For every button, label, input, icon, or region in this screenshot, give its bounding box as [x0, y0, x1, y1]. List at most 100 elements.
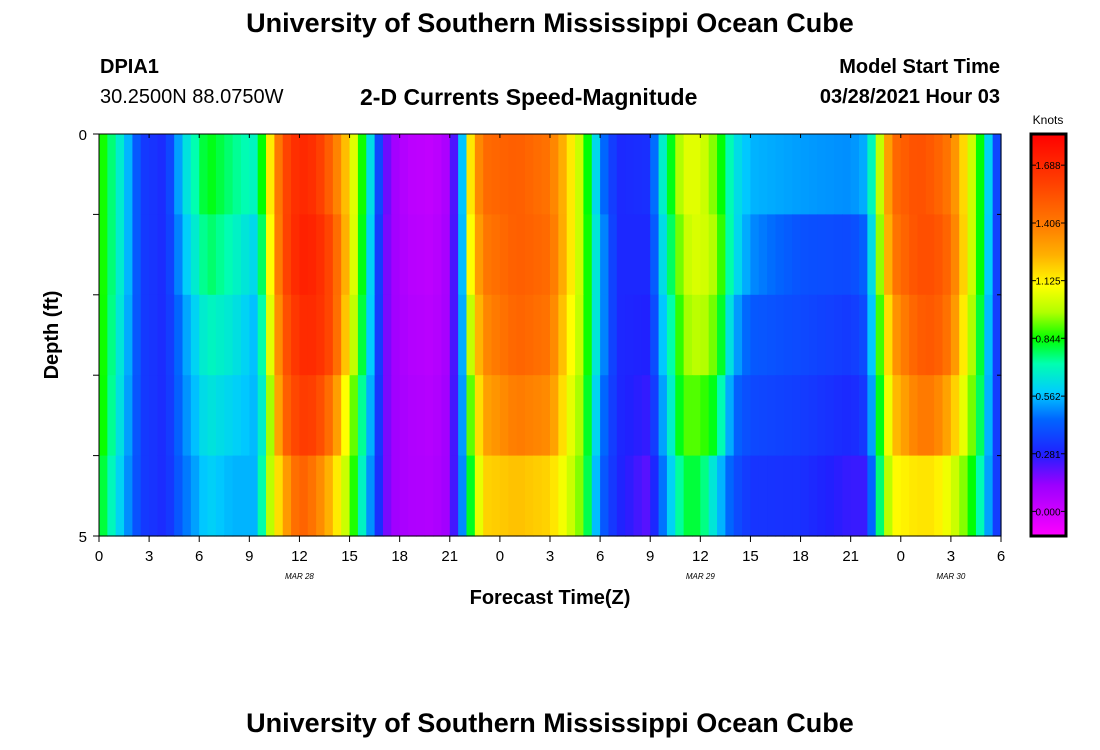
x-tick-label: 9 [245, 548, 253, 565]
x-tick-label: 3 [145, 548, 153, 565]
heatmap-cell [291, 294, 301, 376]
colorbar-tick-label: 0.000 [1035, 507, 1060, 518]
heatmap-cell [591, 134, 601, 215]
heatmap-cell [641, 214, 651, 296]
heatmap-cell [917, 455, 927, 537]
heatmap-cell [357, 375, 367, 457]
heatmap-cell [316, 214, 326, 296]
heatmap-cell [232, 294, 242, 376]
heatmap-cell [508, 294, 518, 376]
heatmap-cell [449, 214, 459, 296]
heatmap-cell [316, 134, 326, 215]
heatmap-cell [591, 455, 601, 537]
heatmap-cell [616, 375, 626, 457]
heatmap-cell [215, 214, 225, 296]
heatmap-cell [800, 375, 810, 457]
heatmap-cell [115, 134, 125, 215]
colorbar-tick-label: 0.844 [1035, 334, 1060, 345]
heatmap-cell [550, 455, 559, 537]
heatmap-cell [742, 375, 752, 457]
heatmap-cell [942, 294, 952, 376]
heatmap-cell [558, 455, 568, 537]
heatmap-cell [382, 294, 392, 376]
heatmap-cell [975, 294, 985, 376]
heatmap-cell [466, 134, 476, 215]
y-tick-label: 0 [79, 127, 87, 144]
heatmap-cell [207, 214, 217, 296]
heatmap-cell [783, 375, 793, 457]
heatmap-cell [324, 375, 334, 457]
heatmap-cell [99, 375, 108, 457]
heatmap-cell [942, 375, 952, 457]
heatmap-cell [357, 134, 367, 215]
heatmap-cell [316, 375, 326, 457]
x-tick-label: 3 [546, 548, 554, 565]
x-tick-label: 15 [742, 548, 759, 565]
heatmap-cell [391, 134, 401, 215]
heatmap-cell [274, 375, 284, 457]
heatmap-cell [249, 375, 259, 457]
heatmap-cell [341, 294, 351, 376]
heatmap-cell [625, 294, 635, 376]
heatmap-cell [917, 375, 927, 457]
heatmap-cell [925, 134, 935, 215]
heatmap-cell [566, 134, 576, 215]
heatmap-cell [817, 214, 827, 296]
heatmap-cell [124, 294, 134, 376]
heatmap-cell [165, 294, 175, 376]
heatmap-cell [750, 214, 760, 296]
heatmap-cell [925, 375, 935, 457]
heatmap-cell [266, 455, 275, 537]
heatmap-cell [207, 294, 217, 376]
heatmap-cell [341, 455, 351, 537]
heatmap-cell [925, 214, 935, 296]
heatmap-cell [524, 134, 534, 215]
heatmap-cell [458, 455, 468, 537]
heatmap-cell [307, 134, 317, 215]
heatmap-cell [374, 294, 384, 376]
heatmap-cell [867, 455, 877, 537]
day-label: MAR 29 [686, 572, 715, 581]
heatmap-cell [399, 214, 409, 296]
heatmap-cell [566, 214, 576, 296]
heatmap-cell [875, 214, 885, 296]
heatmap-cell [666, 455, 676, 537]
heatmap-cell [708, 134, 718, 215]
heatmap-cell [859, 375, 868, 457]
heatmap-cell [650, 134, 660, 215]
heatmap-cell [458, 375, 468, 457]
heatmap-cell [850, 455, 860, 537]
heatmap-cell [207, 134, 217, 215]
heatmap-cell [833, 455, 843, 537]
heatmap-cell [859, 134, 868, 215]
heatmap-cell [215, 455, 225, 537]
heatmap-cell [700, 294, 710, 376]
heatmap-cell [842, 375, 852, 457]
heatmap-cell [641, 294, 651, 376]
heatmap-cell [474, 375, 484, 457]
heatmap-cell [508, 134, 518, 215]
heatmap-cell [149, 294, 159, 376]
heatmap-cell [182, 214, 192, 296]
heatmap-cell [240, 375, 250, 457]
heatmap-cell [950, 455, 960, 537]
heatmap-cell [750, 375, 760, 457]
x-tick-label: 6 [596, 548, 604, 565]
heatmap-cell [616, 214, 626, 296]
heatmap-cell [600, 134, 610, 215]
heatmap-cell [99, 294, 108, 376]
heatmap-cell [717, 134, 726, 215]
heatmap-cell [783, 455, 793, 537]
heatmap-cell [917, 294, 927, 376]
heatmap-cell [984, 214, 994, 296]
heatmap-cell [266, 134, 275, 215]
heatmap-cell [424, 134, 434, 215]
heatmap-cell [199, 294, 209, 376]
heatmap-cell [850, 214, 860, 296]
heatmap-cell [566, 455, 576, 537]
chart-subtitle: 2-D Currents Speed-Magnitude [360, 84, 698, 110]
x-axis-label: Forecast Time(Z) [470, 587, 631, 609]
heatmap-cell [149, 455, 159, 537]
heatmap-cell [107, 455, 117, 537]
heatmap-cell [600, 294, 610, 376]
